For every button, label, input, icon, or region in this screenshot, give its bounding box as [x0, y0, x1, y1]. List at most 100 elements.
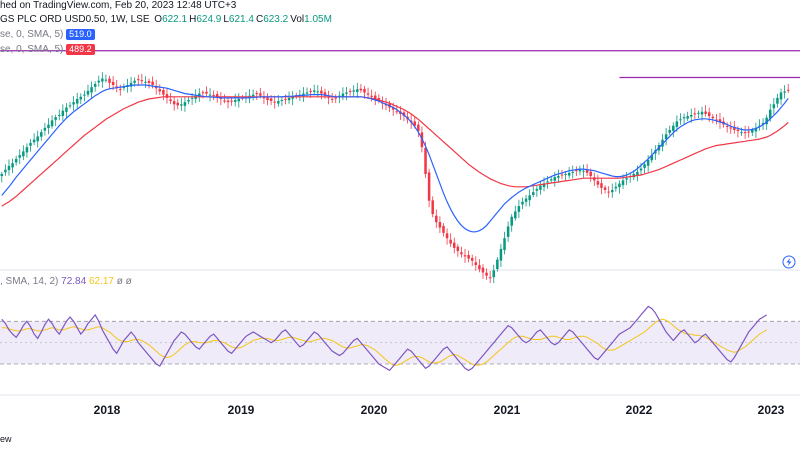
candle-body	[215, 94, 219, 98]
ma-fast-label: se, 0, SMA, 5)	[0, 29, 64, 40]
candle	[460, 246, 463, 258]
candle	[86, 84, 90, 97]
candle	[36, 130, 39, 148]
candle-body	[18, 155, 22, 158]
candle	[668, 125, 671, 136]
candle-body	[187, 100, 190, 102]
candle	[140, 73, 144, 85]
candle	[582, 164, 585, 178]
candle	[679, 113, 682, 125]
candle-body	[280, 100, 284, 101]
rsi-pane	[0, 320, 800, 365]
candle	[104, 74, 108, 83]
candle	[172, 97, 176, 111]
candle	[158, 84, 162, 96]
candle	[467, 250, 470, 263]
candle	[718, 113, 722, 129]
candle	[187, 96, 190, 105]
candle-body	[413, 121, 417, 126]
chart-publish-info: hed on TradingView.com, Feb 20, 2023 12:…	[0, 0, 236, 11]
ma-slow-line	[1, 96, 789, 207]
candle-body	[593, 177, 596, 181]
candle-body	[341, 93, 345, 98]
ma-slow-value-badge: 489.2	[66, 44, 95, 55]
candle	[273, 95, 276, 109]
candle	[560, 169, 564, 180]
candle	[61, 104, 65, 121]
candle-body	[549, 179, 553, 181]
candle	[280, 96, 284, 106]
candle-body	[740, 132, 743, 134]
candle-body	[251, 94, 255, 97]
candle	[316, 85, 320, 98]
candle-body	[65, 107, 68, 112]
candle	[359, 83, 363, 93]
candle-body	[0, 173, 4, 177]
rsi-ma-line	[1, 318, 767, 366]
candle-body	[700, 111, 704, 115]
ohlc-values: O622.1 H624.9 L621.4 C623.2 Vol1.05M	[152, 14, 332, 25]
candle-body	[435, 215, 438, 223]
x-tick-label: 2021	[494, 403, 521, 417]
candle	[169, 93, 172, 105]
candle-body	[363, 88, 366, 93]
alert-icon[interactable]	[782, 255, 796, 269]
candle	[711, 114, 715, 124]
candle	[528, 189, 531, 207]
candle	[743, 125, 747, 139]
candle	[302, 87, 305, 102]
candle	[363, 86, 366, 99]
candle-body	[463, 255, 467, 257]
candle-body	[212, 95, 215, 97]
symbol-name: GS PLC ORD USD0.50, 1W, LSE	[0, 14, 150, 25]
candle-body	[582, 170, 585, 172]
candle	[610, 183, 614, 198]
candle-body	[542, 183, 546, 187]
candle-body	[237, 98, 241, 102]
candle-body	[729, 127, 733, 129]
price-pane	[0, 269, 800, 396]
candle	[4, 164, 7, 176]
candle-body	[607, 191, 610, 193]
candle	[625, 172, 628, 185]
candle-body	[183, 102, 187, 106]
candle-body	[718, 119, 722, 123]
candle	[646, 155, 650, 172]
candle	[593, 172, 596, 186]
candle	[614, 182, 618, 192]
candle	[445, 228, 449, 245]
rsi-tail: ø ø	[116, 276, 132, 287]
candle-body	[83, 94, 86, 96]
publish-info-text: hed on TradingView.com, Feb 20, 2023 12:…	[0, 0, 237, 11]
candle-body	[233, 100, 237, 102]
candle-body	[578, 169, 582, 172]
candle-body	[255, 93, 259, 95]
candle-body	[4, 169, 7, 173]
candle-body	[521, 201, 524, 205]
candle-body	[610, 190, 614, 193]
candle	[162, 87, 165, 101]
candle-body	[689, 115, 693, 117]
candle-body	[29, 142, 32, 146]
candle-body	[50, 120, 54, 127]
candle-body	[553, 177, 557, 181]
x-tick-label: 2019	[228, 403, 255, 417]
candle-body	[291, 96, 294, 99]
candle	[79, 93, 83, 105]
candle	[779, 88, 783, 105]
candle-body	[646, 160, 650, 166]
candle-body	[427, 172, 431, 201]
candle	[600, 177, 603, 195]
candle	[470, 254, 474, 267]
candle	[129, 76, 133, 92]
candle-body	[417, 124, 420, 132]
candle-body	[546, 181, 549, 183]
candle-body	[352, 90, 355, 92]
candle	[438, 216, 442, 233]
candle-body	[147, 80, 151, 83]
rsi-ma-value: 62.17	[88, 276, 114, 287]
candle-body	[305, 92, 309, 94]
candle-body	[266, 97, 269, 100]
candle-body	[478, 265, 481, 270]
